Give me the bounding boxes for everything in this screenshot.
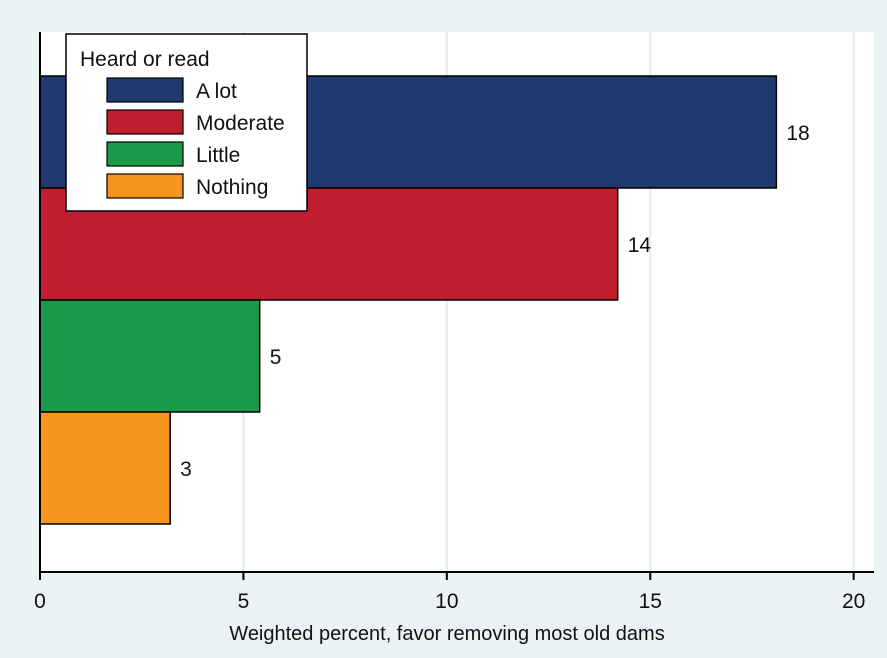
legend-swatch xyxy=(106,173,184,199)
legend: Heard or read A lot Moderate Little Nothing xyxy=(65,33,308,212)
value-label: 5 xyxy=(270,346,282,369)
legend-items: A lot Moderate Little Nothing xyxy=(106,77,285,199)
legend-swatch xyxy=(106,109,184,135)
legend-label: A lot xyxy=(196,80,237,103)
legend-swatch xyxy=(106,77,184,103)
x-tick-label: 10 xyxy=(435,590,458,613)
value-label: 3 xyxy=(180,458,192,481)
legend-label: Moderate xyxy=(196,112,285,135)
legend-box xyxy=(65,33,308,212)
bar-nothing xyxy=(39,411,171,525)
value-label: 14 xyxy=(628,234,652,257)
legend-label: Little xyxy=(196,144,240,167)
x-tick-label: 5 xyxy=(238,590,250,613)
legend-label: Nothing xyxy=(196,176,268,199)
x-axis-ticks: 0 5 10 15 20 xyxy=(34,572,865,613)
legend-title: Heard or read xyxy=(80,48,210,71)
x-tick-label: 0 xyxy=(34,590,46,613)
value-labels: 18 14 5 3 xyxy=(180,122,810,481)
x-tick-label: 20 xyxy=(842,590,865,613)
legend-swatch xyxy=(106,141,184,167)
value-label: 18 xyxy=(786,122,809,145)
x-tick-label: 15 xyxy=(639,590,662,613)
x-axis-title: Weighted percent, favor removing most ol… xyxy=(229,623,664,645)
bar-little xyxy=(39,299,261,413)
